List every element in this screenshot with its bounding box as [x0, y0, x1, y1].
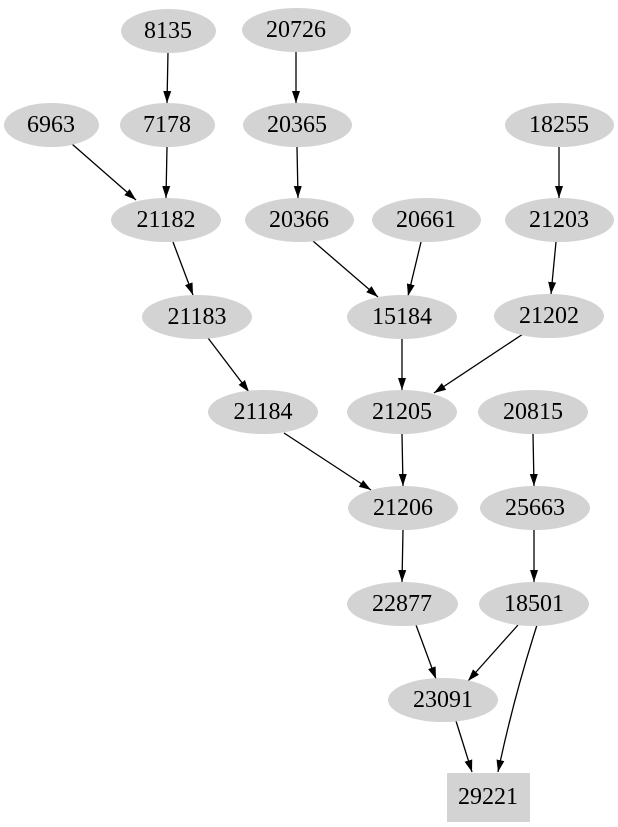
- edge-20365-20366: [293, 146, 302, 199]
- edge-21184-21206: [283, 432, 372, 491]
- edge-18501-23091: [467, 624, 519, 682]
- edge-6963-21182: [71, 143, 137, 201]
- node-15184: 15184: [347, 295, 457, 339]
- node-20726: 20726: [241, 8, 351, 52]
- node-6963: 6963: [3, 103, 99, 147]
- edge-18501-29221: [496, 624, 538, 773]
- node-21183: 21183: [142, 295, 252, 339]
- node-21203: 21203: [504, 198, 614, 242]
- node-21205: 21205: [347, 390, 457, 434]
- node-23091: 23091: [388, 678, 498, 722]
- node-22877: 22877: [346, 582, 458, 626]
- node-20661: 20661: [371, 198, 481, 242]
- node-20366: 20366: [244, 198, 354, 242]
- edge-21182-21183: [172, 241, 194, 296]
- edge-7178-21182: [162, 146, 171, 199]
- node-7178: 7178: [119, 103, 215, 147]
- node-18501: 18501: [479, 582, 589, 626]
- node-25663: 25663: [480, 486, 590, 530]
- edge-8135-7178: [163, 51, 172, 104]
- node-21182: 21182: [111, 198, 221, 242]
- edge-20815-25663: [529, 433, 538, 487]
- node-20815: 20815: [478, 390, 588, 434]
- node-21202: 21202: [494, 294, 604, 338]
- edge-22877-23091: [415, 624, 437, 680]
- edge-23091-29221: [455, 720, 473, 773]
- edge-21205-21206: [398, 433, 407, 487]
- edge-21203-21202: [548, 241, 557, 295]
- node-21206: 21206: [348, 486, 458, 530]
- node-29221: 29221: [446, 772, 530, 822]
- node-21184: 21184: [208, 390, 318, 434]
- edge-21206-22877: [398, 529, 407, 583]
- edge-21183-21184: [207, 337, 250, 393]
- edge-20366-15184: [312, 240, 379, 298]
- node-8135: 8135: [120, 9, 216, 53]
- node-20365: 20365: [242, 103, 352, 147]
- edge-20661-15184: [406, 241, 422, 297]
- node-18255: 18255: [504, 103, 614, 147]
- edge-21202-21205: [433, 333, 524, 394]
